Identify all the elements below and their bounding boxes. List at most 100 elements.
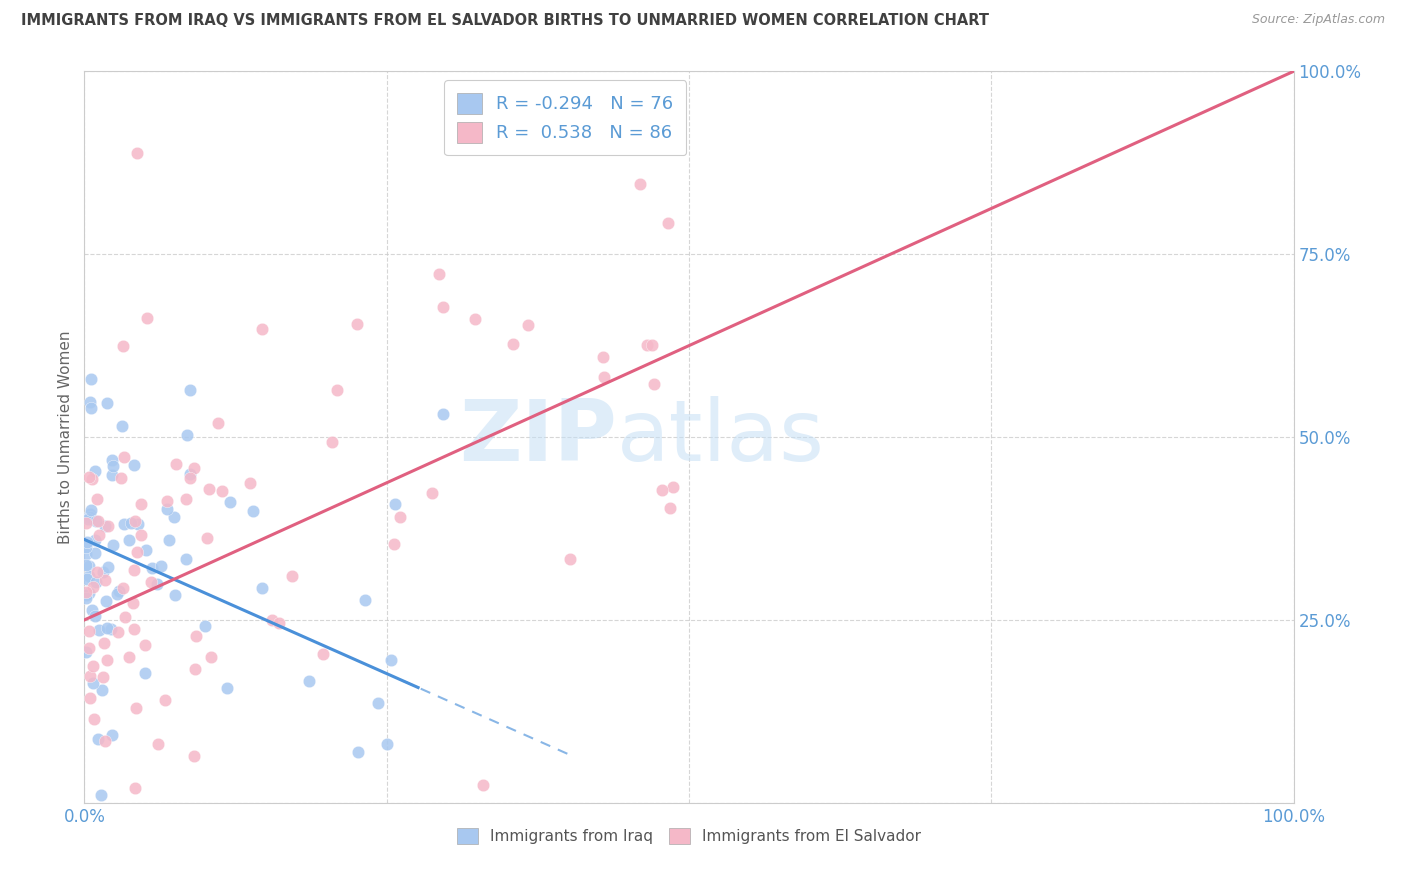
- Point: [96, 653, 118, 667]
- Point: [134, 638, 156, 652]
- Point: [146, 737, 169, 751]
- Point: [298, 673, 321, 688]
- Point: [96, 621, 118, 635]
- Point: [105, 587, 128, 601]
- Point: [252, 322, 274, 336]
- Point: [84, 574, 107, 589]
- Point: [157, 533, 180, 548]
- Point: [367, 696, 389, 710]
- Point: [628, 177, 651, 191]
- Point: [346, 318, 368, 332]
- Point: [643, 377, 665, 392]
- Point: [146, 577, 169, 591]
- Point: [111, 582, 134, 596]
- Point: [242, 504, 264, 518]
- Point: [125, 146, 148, 161]
- Point: [592, 350, 614, 364]
- Point: [141, 561, 163, 575]
- Point: [165, 457, 187, 471]
- Point: [79, 691, 101, 706]
- Point: [156, 501, 179, 516]
- Point: [100, 623, 122, 637]
- Point: [174, 491, 197, 506]
- Point: [125, 545, 148, 559]
- Point: [97, 560, 120, 574]
- Point: [87, 731, 110, 746]
- Point: [354, 592, 377, 607]
- Point: [87, 514, 110, 528]
- Point: [118, 650, 141, 665]
- Point: [127, 516, 149, 531]
- Point: [90, 682, 112, 697]
- Point: [155, 493, 177, 508]
- Point: [124, 514, 146, 528]
- Point: [82, 676, 104, 690]
- Point: [325, 384, 347, 398]
- Point: [614, 128, 637, 143]
- Point: [77, 512, 100, 526]
- Point: [75, 547, 97, 561]
- Point: [194, 619, 217, 633]
- Point: [93, 733, 115, 747]
- Point: [139, 575, 162, 590]
- Point: [76, 572, 98, 586]
- Point: [110, 471, 132, 485]
- Point: [79, 502, 101, 516]
- Point: [502, 337, 524, 351]
- Point: [380, 653, 402, 667]
- Point: [86, 566, 108, 580]
- Point: [86, 491, 108, 506]
- Point: [207, 416, 229, 430]
- Point: [558, 552, 581, 566]
- Point: [321, 435, 343, 450]
- Point: [218, 495, 240, 509]
- Point: [107, 625, 129, 640]
- Point: [77, 469, 100, 483]
- Point: [75, 588, 97, 602]
- Point: [432, 408, 454, 422]
- Point: [94, 519, 117, 533]
- Point: [179, 471, 201, 485]
- Point: [77, 624, 100, 638]
- Point: [179, 467, 201, 481]
- Point: [76, 534, 98, 549]
- Y-axis label: Births to Unmarried Women: Births to Unmarried Women: [58, 330, 73, 544]
- Point: [77, 641, 100, 656]
- Point: [114, 610, 136, 624]
- Point: [75, 558, 97, 573]
- Point: [135, 543, 157, 558]
- Point: [464, 312, 486, 326]
- Point: [269, 616, 291, 631]
- Point: [122, 622, 145, 636]
- Point: [75, 540, 97, 554]
- Point: [215, 681, 238, 695]
- Point: [641, 338, 664, 352]
- Point: [79, 507, 101, 521]
- Point: [260, 614, 283, 628]
- Point: [662, 480, 685, 494]
- Point: [657, 216, 679, 230]
- Point: [101, 468, 124, 483]
- Point: [94, 573, 117, 587]
- Point: [118, 533, 141, 547]
- Point: [174, 552, 197, 566]
- Point: [79, 509, 101, 524]
- Point: [79, 394, 101, 409]
- Point: [384, 537, 406, 551]
- Point: [77, 569, 100, 583]
- Point: [129, 497, 152, 511]
- Point: [84, 608, 107, 623]
- Point: [80, 602, 103, 616]
- Point: [252, 581, 274, 595]
- Point: [124, 458, 146, 473]
- Point: [150, 558, 173, 573]
- Point: [183, 461, 205, 475]
- Text: ZIP: ZIP: [458, 395, 616, 479]
- Point: [389, 510, 412, 524]
- Point: [82, 580, 104, 594]
- Point: [79, 558, 101, 573]
- Point: [91, 565, 114, 579]
- Point: [93, 636, 115, 650]
- Point: [592, 370, 614, 384]
- Point: [82, 659, 104, 673]
